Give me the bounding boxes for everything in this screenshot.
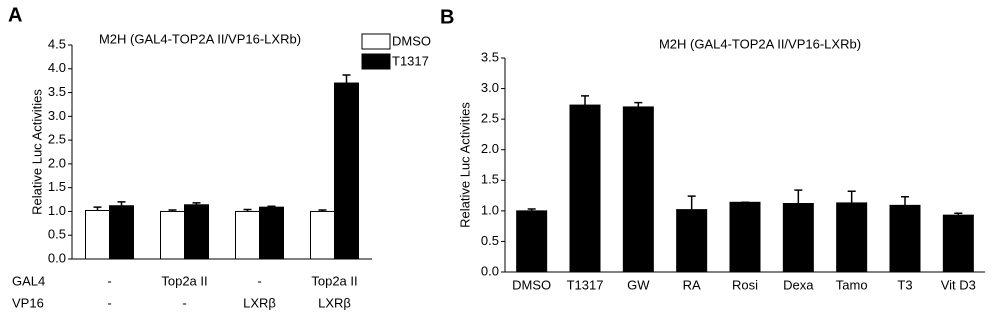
y-tick-label: 2.5	[48, 132, 66, 147]
legend-label: T1317	[392, 53, 429, 68]
y-tick-label: 2.0	[48, 155, 66, 170]
error-bar	[342, 74, 351, 84]
row-label: VP16	[12, 295, 44, 310]
error-bar	[687, 195, 696, 210]
bar	[109, 205, 134, 260]
y-axis-label: Relative Luc Activities	[457, 102, 472, 228]
y-tick-label: 3.0	[481, 80, 499, 95]
y-tick-label: 3.5	[48, 84, 66, 99]
error-bar	[93, 206, 102, 211]
y-tick-label: 3.0	[48, 108, 66, 123]
bar	[782, 203, 814, 273]
error-bar	[243, 208, 252, 212]
x-tick-label: Dexa	[783, 277, 814, 292]
legend-swatch	[361, 53, 391, 70]
y-tick-label: 0.5	[48, 227, 66, 242]
y-tick-label: 3.5	[481, 49, 499, 64]
bar	[334, 82, 359, 260]
x-tick-label: LXRβ	[318, 295, 351, 310]
error-bar	[117, 201, 126, 206]
y-tick-label: 0.0	[481, 263, 499, 278]
y-tick-label: 2.5	[481, 111, 499, 126]
bar	[85, 209, 110, 260]
row-label: GAL4	[12, 273, 45, 288]
error-bar	[634, 101, 643, 107]
bar	[516, 210, 548, 273]
y-tick-label: 1.0	[481, 202, 499, 217]
error-bar	[794, 189, 803, 204]
y-tick-label: 4.0	[48, 60, 66, 75]
x-tick-label: Tamo	[836, 277, 868, 292]
bar	[569, 104, 601, 273]
y-tick-label: 1.5	[48, 179, 66, 194]
y-tick-label: 1.0	[48, 203, 66, 218]
x-tick-label: T1317	[567, 277, 604, 292]
error-bar	[581, 95, 589, 106]
y-tick-label: 1.5	[481, 172, 499, 187]
error-bar	[318, 209, 327, 212]
x-tick-label: -	[107, 295, 111, 310]
x-tick-label: Top2a II	[311, 273, 357, 288]
bar	[729, 201, 761, 273]
legend-swatch	[361, 33, 391, 50]
error-bar	[901, 196, 909, 206]
y-axis-label: Relative Luc Activities	[29, 89, 44, 215]
bar	[184, 204, 209, 260]
error-bar	[267, 205, 276, 208]
panel-label: B	[440, 6, 454, 28]
bar	[889, 204, 921, 273]
panel-label: A	[8, 4, 22, 26]
x-tick-label: RA	[683, 277, 701, 292]
x-tick-label: Vit D3	[941, 277, 976, 292]
chart-title: M2H (GAL4-TOP2A II/VP16-LXRb)	[99, 31, 301, 46]
chart-title: M2H (GAL4-TOP2A II/VP16-LXRb)	[659, 36, 861, 51]
error-bar	[527, 208, 536, 211]
error-bar	[168, 209, 177, 212]
x-tick-label: T3	[897, 277, 912, 292]
bar	[836, 202, 868, 273]
error-bar	[192, 202, 201, 205]
y-tick-label: 0.5	[481, 233, 499, 248]
error-bar	[847, 190, 856, 203]
bar	[310, 210, 335, 260]
x-tick-label: GW	[627, 277, 650, 292]
x-tick-label: Top2a II	[161, 273, 207, 288]
x-tick-label: LXRβ	[243, 295, 276, 310]
bar	[676, 209, 708, 273]
error-bar	[954, 212, 963, 216]
bar	[259, 206, 284, 260]
x-tick-label: DMSO	[512, 277, 551, 292]
bar	[942, 214, 974, 273]
x-tick-label: -	[107, 273, 111, 288]
y-tick-label: 2.0	[481, 141, 499, 156]
y-tick-label: 0.0	[48, 250, 66, 265]
bar	[160, 210, 185, 260]
y-tick-label: 4.5	[48, 36, 66, 51]
x-tick-label: Rosi	[732, 277, 758, 292]
legend-label: DMSO	[392, 33, 431, 48]
x-tick-label: -	[182, 295, 186, 310]
x-tick-label: -	[257, 273, 261, 288]
bar	[622, 106, 654, 273]
bar	[235, 210, 260, 260]
